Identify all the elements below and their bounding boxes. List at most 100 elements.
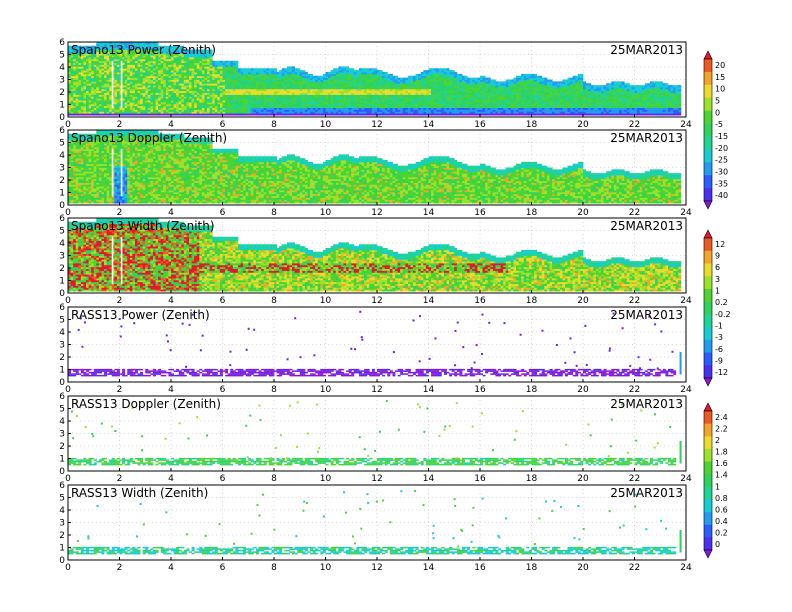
- heatmap-cell: [212, 61, 215, 63]
- heatmap-cell: [485, 78, 488, 80]
- heatmap-cell: [295, 68, 298, 70]
- heatmap-cell: [413, 76, 416, 78]
- heatmap-cell: [315, 76, 318, 78]
- heatmap-cell: [349, 68, 352, 70]
- heatmap-cell: [328, 72, 331, 74]
- heatmap-cell: [488, 78, 491, 80]
- heatmap-cell: [351, 68, 354, 70]
- heatmap-cell: [233, 61, 236, 63]
- heatmap-cell: [472, 78, 475, 80]
- heatmap-cell: [374, 68, 377, 70]
- heatmap-cell: [248, 68, 251, 70]
- heatmap-cell: [511, 80, 514, 82]
- heatmap-cell: [289, 66, 292, 68]
- heatmap-cell: [246, 68, 249, 70]
- heatmap-cell: [526, 74, 529, 76]
- heatmap-cell: [318, 76, 321, 78]
- heatmap-cell: [215, 61, 218, 63]
- heatmap-cell: [300, 70, 303, 72]
- heatmap-cell: [217, 61, 220, 63]
- heatmap-cell: [269, 68, 272, 70]
- heatmap-cell: [447, 68, 450, 70]
- heatmap-cell: [331, 70, 334, 72]
- heatmap-cell: [282, 68, 285, 70]
- heatmap-cell: [495, 81, 498, 83]
- heatmap-cell: [292, 66, 295, 68]
- heatmap-cell: [230, 61, 233, 63]
- heatmap-cell: [259, 68, 262, 70]
- heatmap-cell: [235, 61, 238, 63]
- heatmap-cell: [380, 70, 383, 72]
- heatmap-cell: [421, 72, 424, 74]
- heatmap-cell: [444, 68, 447, 70]
- heatmap-cell: [439, 68, 442, 70]
- heatmap-cell: [364, 68, 367, 70]
- heatmap-cell: [310, 74, 313, 76]
- heatmap-cell: [333, 68, 336, 70]
- heatmap-cell: [346, 66, 349, 68]
- heatmap-cell: [266, 68, 269, 70]
- heatmap-cell: [516, 76, 519, 78]
- heatmap-cell: [313, 76, 316, 78]
- heatmap-cell: [429, 68, 432, 70]
- heatmap-cell: [398, 78, 401, 80]
- heatmap-cell: [477, 78, 480, 80]
- heatmap-cell: [490, 80, 493, 82]
- heatmap-cell: [362, 68, 365, 70]
- heatmap-cell: [434, 68, 437, 70]
- heatmap-cell: [475, 78, 478, 80]
- heatmap-cell: [457, 74, 460, 76]
- heatmap-cell: [220, 61, 223, 63]
- heatmap-cell: [277, 72, 280, 74]
- heatmap-cell: [274, 68, 277, 70]
- heatmap-cell: [441, 68, 444, 70]
- heatmap-cell: [336, 68, 339, 70]
- heatmap-cell: [452, 70, 455, 72]
- heatmap-cell: [513, 78, 516, 80]
- heatmap-cell: [483, 76, 486, 78]
- heatmap-cell: [501, 81, 504, 83]
- heatmap-cell: [305, 72, 308, 74]
- heatmap-cell: [408, 76, 411, 78]
- heatmap-cell: [426, 70, 429, 72]
- heatmap-cell: [524, 74, 527, 76]
- heatmap-cell: [243, 68, 246, 70]
- heatmap-cell: [395, 76, 398, 78]
- heatmap-cell: [238, 68, 241, 70]
- heatmap-cell: [302, 70, 305, 72]
- heatmap-cell: [467, 78, 470, 80]
- heatmap-cell: [410, 76, 413, 78]
- heatmap-cell: [470, 78, 473, 80]
- heatmap-cell: [344, 66, 347, 68]
- heatmap-cell: [284, 68, 287, 70]
- heatmap-cell: [372, 68, 375, 70]
- heatmap-cell: [385, 72, 388, 74]
- heatmap-cell: [326, 72, 329, 74]
- heatmap-cell: [338, 66, 341, 68]
- heatmap-cell: [454, 72, 457, 74]
- heatmap-cell: [228, 61, 231, 63]
- heatmap-cell: [521, 74, 524, 76]
- heatmap-cell: [287, 66, 290, 68]
- heatmap-cell: [416, 74, 419, 76]
- heatmap-cell: [256, 68, 259, 70]
- heatmap-cell: [400, 78, 403, 80]
- heatmap-cell: [271, 68, 274, 70]
- heatmap-cell: [459, 74, 462, 76]
- heatmap-cell: [261, 68, 264, 70]
- heatmap-cell: [251, 68, 254, 70]
- heatmap-cell: [367, 68, 370, 70]
- heatmap-cell: [223, 61, 226, 63]
- heatmap-cell: [307, 74, 310, 76]
- heatmap-cell: [279, 70, 282, 72]
- heatmap-cell: [423, 70, 426, 72]
- heatmap-cell: [431, 68, 434, 70]
- heatmap-cell: [264, 68, 267, 70]
- heatmap-cell: [297, 68, 300, 70]
- heatmap-cell: [390, 74, 393, 76]
- heatmap-cell: [320, 76, 323, 78]
- heatmap-cell: [506, 80, 509, 82]
- heatmap-cell: [465, 76, 468, 78]
